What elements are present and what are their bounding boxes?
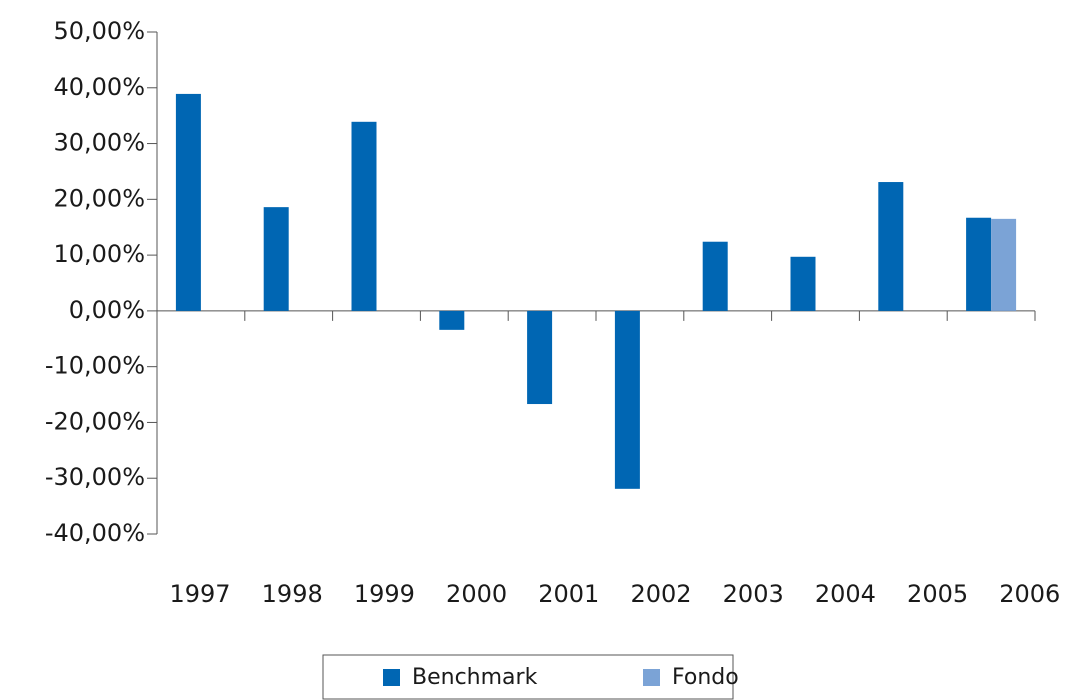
x-tick-label: 2001 xyxy=(538,580,599,608)
x-tick-label: 2000 xyxy=(446,580,507,608)
bar xyxy=(790,256,816,311)
bar xyxy=(351,121,377,311)
y-tick-label: 20,00% xyxy=(53,184,145,212)
y-tick-label: 0,00% xyxy=(69,296,145,324)
bar xyxy=(175,93,201,311)
y-tick-label: -10,00% xyxy=(45,352,145,380)
legend-swatch xyxy=(643,669,660,686)
x-tick-label: 1997 xyxy=(169,580,230,608)
y-tick-label: 30,00% xyxy=(53,129,145,157)
legend-swatch xyxy=(383,669,400,686)
bar xyxy=(527,310,553,405)
bar xyxy=(614,310,640,489)
x-tick-label: 1999 xyxy=(354,580,415,608)
x-tick-label: 2005 xyxy=(907,580,968,608)
y-tick-label: -40,00% xyxy=(45,519,145,547)
legend-box xyxy=(322,654,734,700)
y-tick-label: 40,00% xyxy=(53,73,145,101)
x-tick-label: 2002 xyxy=(630,580,691,608)
y-tick-label: 10,00% xyxy=(53,240,145,268)
bar xyxy=(878,182,904,311)
y-tick-label: 50,00% xyxy=(53,17,145,45)
bar xyxy=(991,218,1017,311)
legend-label: Benchmark xyxy=(412,665,538,690)
bar xyxy=(439,310,465,330)
bar xyxy=(702,241,728,311)
y-tick-label: -20,00% xyxy=(45,407,145,435)
x-tick-label: 2004 xyxy=(815,580,876,608)
bar xyxy=(263,207,289,311)
x-tick-label: 1998 xyxy=(262,580,323,608)
y-tick-label: -30,00% xyxy=(45,463,145,491)
x-tick-label: 2006 xyxy=(999,580,1060,608)
x-tick-label: 2003 xyxy=(723,580,784,608)
legend-label: Fondo xyxy=(672,665,739,690)
bar xyxy=(966,217,992,311)
